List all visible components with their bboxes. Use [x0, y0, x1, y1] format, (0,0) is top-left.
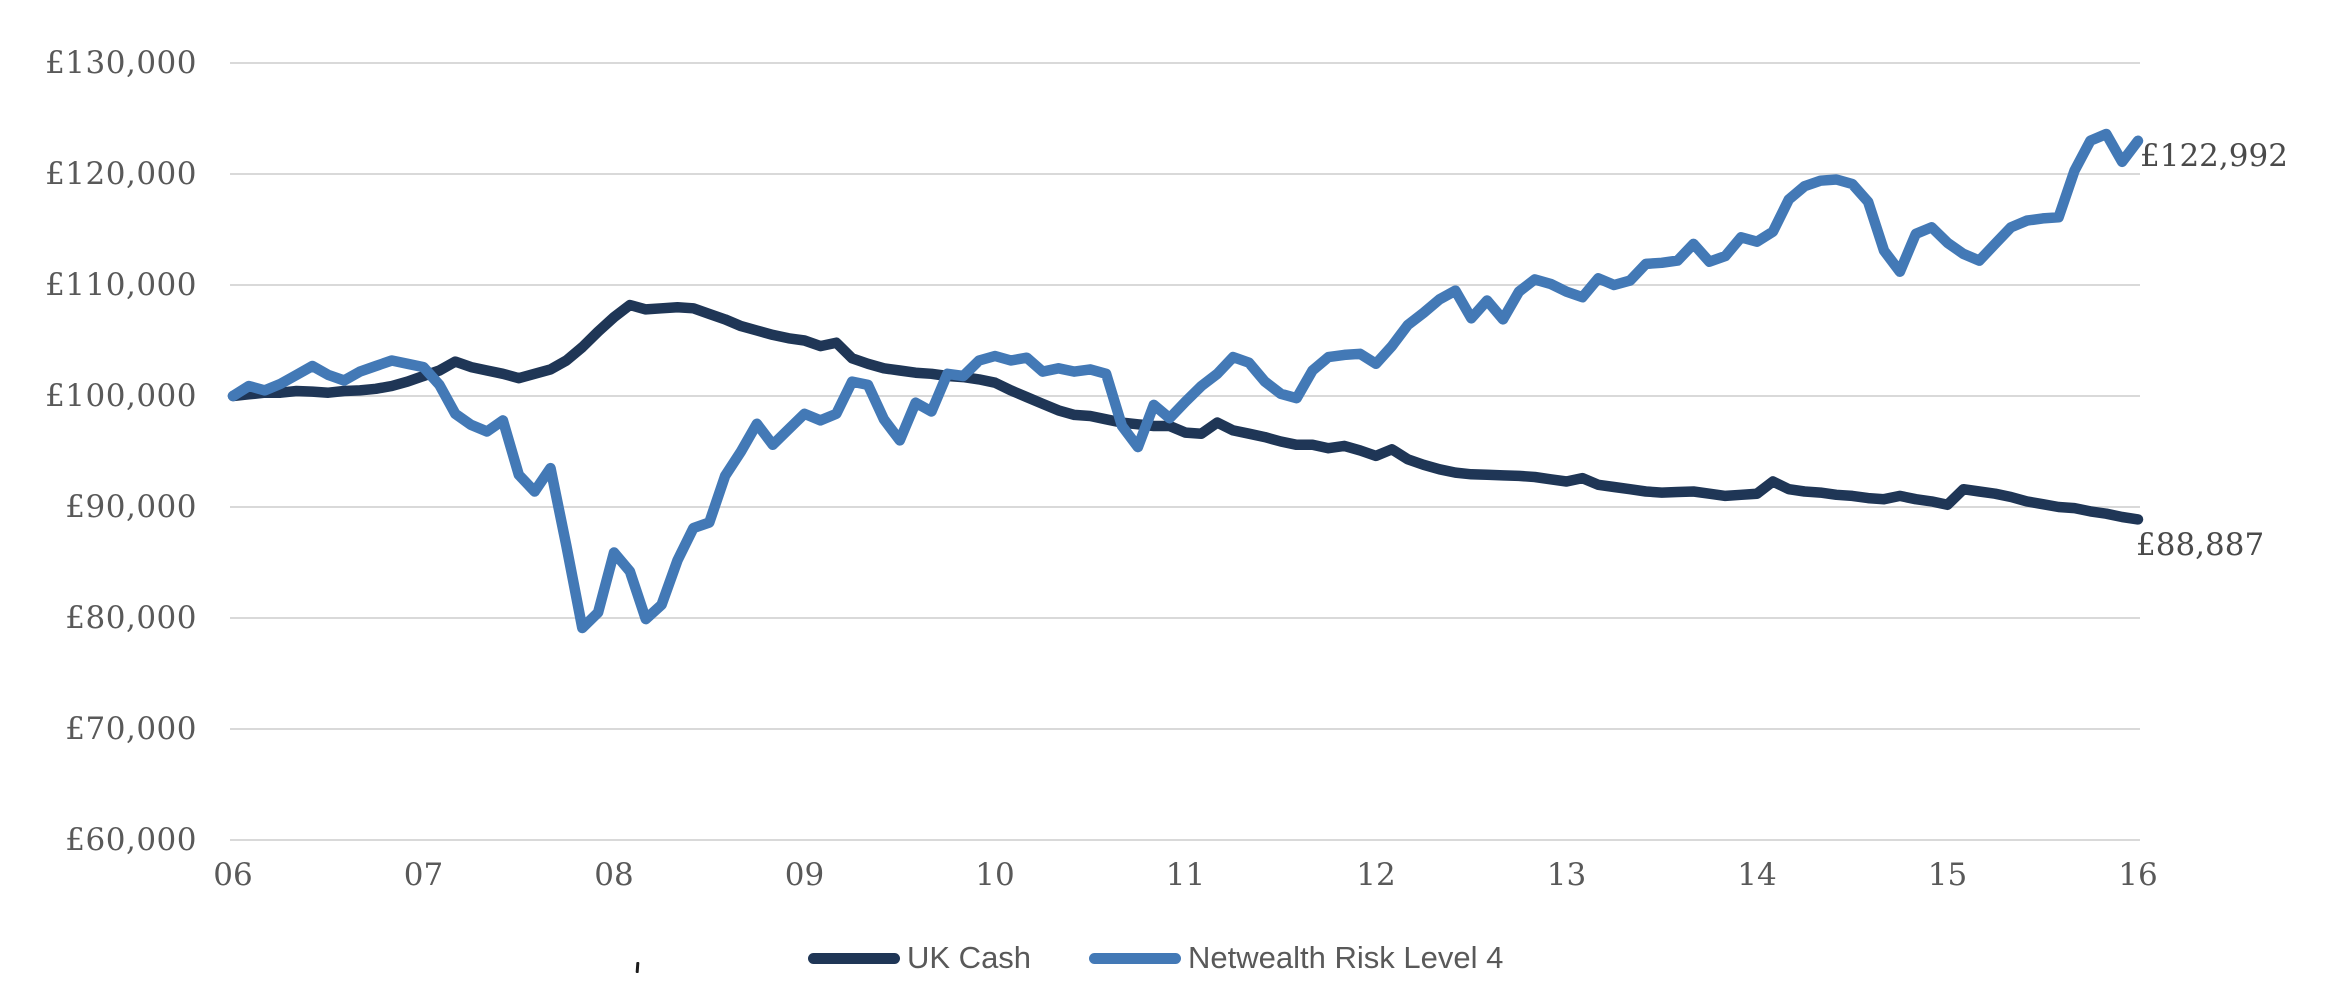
y-axis-tick-label: £130,000	[45, 45, 197, 81]
netwealth-swatch-icon	[1089, 952, 1182, 964]
y-axis-tick-label: £70,000	[65, 711, 197, 747]
y-axis-tick-label: £100,000	[45, 378, 197, 414]
x-axis-tick-label: 07	[403, 857, 444, 893]
uk-cash-line	[227, 299, 2144, 525]
x-axis-tick-label: 15	[1927, 857, 1968, 893]
x-axis-tick-label: 11	[1165, 857, 1206, 893]
y-axis-tick-label: £120,000	[45, 156, 197, 192]
x-axis-tick-label: 09	[784, 857, 825, 893]
x-axis-tick-label: 14	[1737, 857, 1777, 893]
netwealth-end-value-label: £122,992	[2140, 138, 2288, 174]
netwealth-line	[227, 128, 2144, 634]
x-axis-tick-label: 16	[2118, 857, 2158, 893]
legend-label-uk-cash: UK Cash	[907, 940, 1032, 975]
chart-legend: UK Cash Netwealth Risk Level 4	[808, 938, 1503, 978]
y-axis-tick-label: £60,000	[65, 822, 197, 858]
x-axis-tick-label: 06	[213, 857, 253, 893]
x-axis-tick-label: 12	[1356, 857, 1396, 893]
uk-cash-swatch-icon	[808, 952, 900, 964]
legend-item-uk-cash: UK Cash	[808, 940, 1031, 976]
legend-item-netwealth: Netwealth Risk Level 4	[1089, 940, 1503, 976]
x-axis-tick-label: 13	[1546, 857, 1587, 893]
y-axis-tick-label: £110,000	[45, 267, 197, 303]
y-axis-tick-label: £80,000	[65, 600, 197, 636]
legend-label-netwealth: Netwealth Risk Level 4	[1188, 940, 1504, 975]
y-axis-tick-label: £90,000	[65, 489, 197, 525]
x-axis-tick-label: 10	[975, 857, 1015, 893]
ukcash-end-value-label: £88,887	[2136, 527, 2265, 563]
x-axis-tick-label: 08	[594, 857, 634, 893]
